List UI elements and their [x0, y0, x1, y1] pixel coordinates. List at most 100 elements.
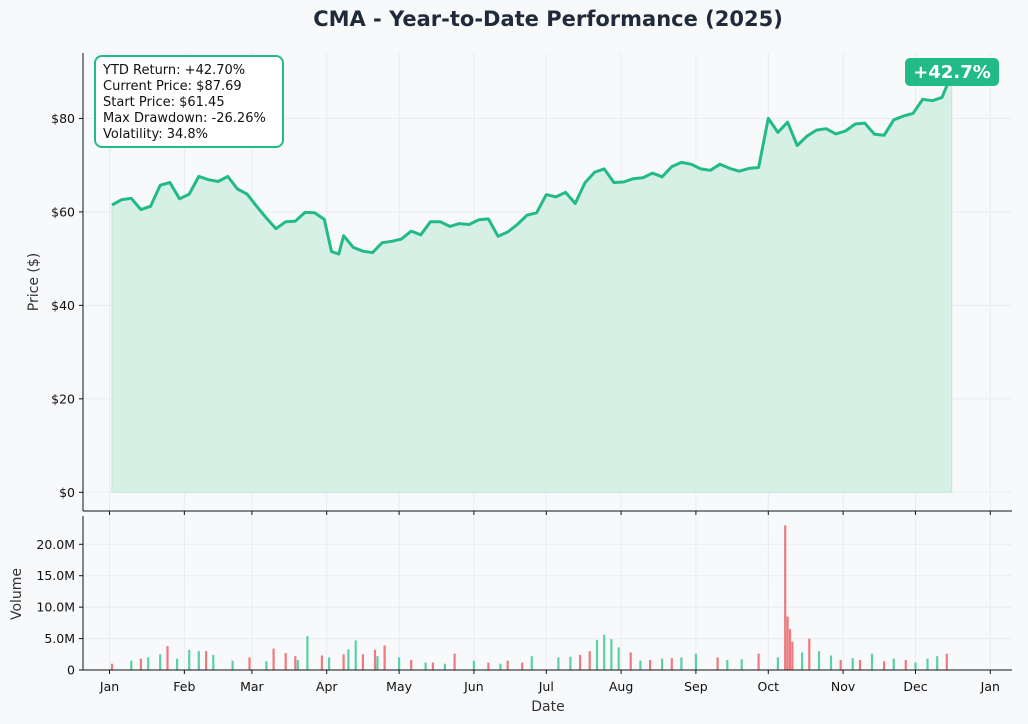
volume-bar-down: [791, 641, 794, 670]
volume-x-tick-label: Sep: [684, 679, 708, 694]
volume-bar-up: [176, 658, 179, 670]
volume-bar-down: [431, 662, 434, 670]
volume-bar-down: [808, 638, 811, 670]
price-line: [111, 73, 954, 256]
volume-bar-up: [776, 657, 779, 670]
volume-x-axis-label: Date: [531, 699, 564, 715]
volume-bar-down: [383, 645, 386, 670]
volume-y-tick-label: 15.0M: [36, 568, 75, 583]
volume-bar-up: [147, 657, 150, 670]
volume-bar-down: [788, 629, 792, 670]
volume-bar-up: [443, 663, 446, 670]
volume-x-tick-label: Dec: [903, 679, 927, 694]
volume-bar-up: [610, 639, 613, 670]
volume-bar-up: [661, 658, 664, 670]
volume-bar-up: [926, 658, 929, 670]
volume-bar-up: [639, 660, 642, 670]
volume-x-tick-label: Nov: [831, 679, 856, 694]
volume-y-tick-label: 5.0M: [44, 631, 75, 646]
price-y-tick-label: $40: [51, 298, 75, 313]
volume-bar-down: [453, 653, 456, 670]
stat-ytd-return: YTD Return: +42.70%: [102, 63, 245, 78]
volume-bar-down: [757, 653, 760, 670]
volume-bar-up: [914, 662, 917, 670]
volume-bar-up: [296, 659, 299, 670]
volume-x-tick-label: Jan: [980, 679, 1000, 694]
volume-bar-down: [521, 662, 524, 670]
volume-bar-up: [740, 659, 743, 670]
volume-bar-up: [231, 660, 234, 670]
volume-y-axis-label: Volume: [9, 568, 25, 620]
volume-bar-up: [328, 657, 331, 670]
volume-bar-down: [579, 654, 582, 670]
volume-bar-down: [373, 649, 377, 670]
return-badge-label: +42.7%: [913, 62, 991, 83]
volume-bar-up: [817, 651, 821, 670]
volume-bar-down: [205, 651, 208, 670]
volume-x-tick-label: Jul: [538, 679, 554, 694]
volume-bar-down: [320, 655, 323, 670]
volume-bar-up: [376, 656, 379, 670]
price-y-tick-label: $0: [59, 485, 75, 500]
volume-bar-down: [139, 658, 142, 670]
volume-bar-down: [342, 654, 345, 670]
volume-bar-down: [629, 652, 632, 670]
volume-bar-up: [347, 649, 350, 670]
stat-volatility: Volatility: 34.8%: [103, 127, 208, 142]
volume-bars: [110, 525, 948, 670]
volume-x-tick-label: Oct: [757, 679, 779, 694]
volume-bar-up: [130, 660, 133, 670]
volume-bar-up: [212, 654, 215, 670]
volume-bar-up: [557, 657, 560, 670]
price-y-tick-label: $60: [51, 204, 75, 219]
stat-current-price: Current Price: $87.69: [103, 79, 242, 94]
volume-bar-up: [680, 657, 683, 670]
volume-bar-down: [506, 660, 509, 670]
volume-x-tick-label: Feb: [173, 679, 195, 694]
volume-bar-up: [354, 640, 357, 670]
volume-bar-up: [851, 658, 854, 670]
volume-x-tick-label: Jun: [463, 679, 484, 694]
volume-axes: 0 5.0M 10.0M 15.0M 20.0M Jan Feb Mar Apr May Jun Ju…: [36, 516, 1012, 694]
stat-max-drawdown: Max Drawdown: -26.26%: [103, 111, 266, 126]
volume-bar-down: [272, 648, 275, 670]
volume-bar-up: [424, 662, 427, 670]
volume-bar-up: [569, 656, 572, 670]
volume-bar-up: [265, 661, 268, 670]
volume-x-tick-label: May: [386, 679, 412, 694]
chart-title: CMA - Year-to-Date Performance (2025): [313, 7, 783, 31]
volume-bar-down: [883, 661, 886, 670]
price-area-group: [111, 73, 954, 493]
volume-bar-up: [694, 653, 697, 670]
volume-x-tick-label: Mar: [240, 679, 264, 694]
return-badge-background: [905, 58, 999, 86]
volume-bar-up: [726, 659, 729, 670]
volume-bar-down: [945, 653, 948, 670]
volume-bar-up: [603, 634, 606, 670]
stat-start-price: Start Price: $61.45: [103, 95, 225, 110]
volume-bar-down: [410, 659, 413, 670]
stats-box-frame: [94, 55, 284, 148]
volume-x-tick-label: Jan: [99, 679, 119, 694]
volume-bar-down: [839, 659, 842, 670]
volume-bar-down: [786, 616, 789, 670]
volume-bar-down: [904, 659, 907, 670]
volume-bar-up: [530, 656, 533, 670]
stats-box: YTD Return: +42.70% Current Price: $87.6…: [94, 55, 284, 148]
volume-bar-down: [294, 656, 297, 670]
price-y-tick-label: $80: [51, 111, 75, 126]
volume-bar-up: [936, 656, 939, 670]
volume-bar-up: [159, 654, 162, 670]
return-badge: +42.7%: [905, 58, 999, 86]
volume-x-tick-label: Aug: [609, 679, 633, 694]
volume-bar-up: [801, 652, 804, 670]
volume-bar-down: [110, 663, 114, 670]
volume-bar-up: [595, 639, 599, 670]
volume-bar-up: [398, 657, 401, 670]
volume-bar-up: [188, 649, 191, 670]
volume-bar-down: [284, 653, 287, 670]
volume-bar-down: [858, 659, 862, 670]
volume-bar-down: [487, 662, 490, 670]
price-y-tick-label: $20: [51, 391, 75, 406]
volume-bar-down: [248, 657, 251, 670]
